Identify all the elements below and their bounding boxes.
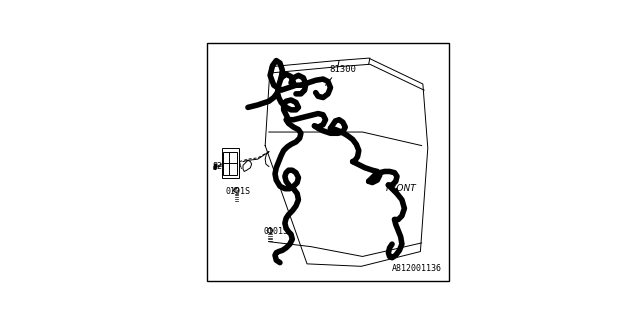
Text: 81300: 81300 [329, 65, 356, 74]
Polygon shape [214, 164, 216, 170]
Text: 0101S: 0101S [264, 227, 289, 236]
Text: FRONT: FRONT [386, 184, 417, 193]
Text: 0101S: 0101S [226, 187, 251, 196]
Bar [223, 152, 237, 175]
Text: 82210A: 82210A [212, 162, 243, 171]
Text: A812001136: A812001136 [391, 264, 442, 273]
Bar [221, 148, 239, 178]
